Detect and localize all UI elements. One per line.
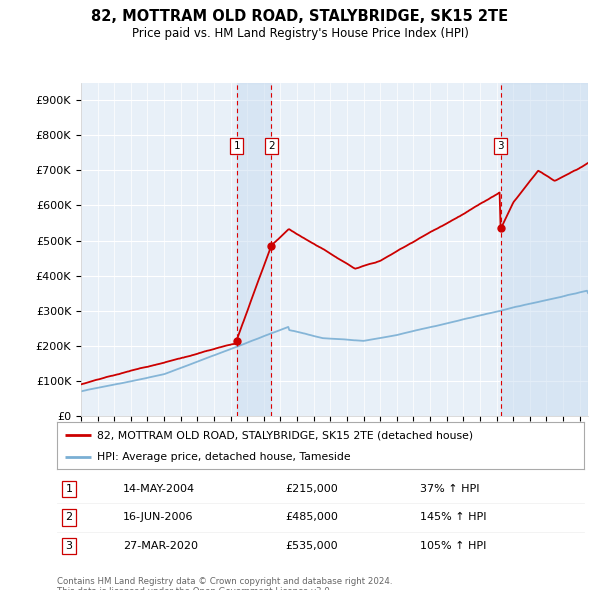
Text: 37% ↑ HPI: 37% ↑ HPI bbox=[420, 484, 479, 494]
Text: 105% ↑ HPI: 105% ↑ HPI bbox=[420, 541, 487, 550]
Text: £215,000: £215,000 bbox=[286, 484, 338, 494]
Text: 16-JUN-2006: 16-JUN-2006 bbox=[123, 513, 193, 522]
Text: 3: 3 bbox=[65, 541, 73, 550]
Text: £485,000: £485,000 bbox=[286, 513, 338, 522]
Text: 2: 2 bbox=[268, 141, 275, 151]
Text: 27-MAR-2020: 27-MAR-2020 bbox=[123, 541, 198, 550]
Text: 82, MOTTRAM OLD ROAD, STALYBRIDGE, SK15 2TE: 82, MOTTRAM OLD ROAD, STALYBRIDGE, SK15 … bbox=[91, 9, 509, 24]
Text: Price paid vs. HM Land Registry's House Price Index (HPI): Price paid vs. HM Land Registry's House … bbox=[131, 27, 469, 40]
Text: Contains HM Land Registry data © Crown copyright and database right 2024.
This d: Contains HM Land Registry data © Crown c… bbox=[57, 577, 392, 590]
Text: £535,000: £535,000 bbox=[286, 541, 338, 550]
Text: 82, MOTTRAM OLD ROAD, STALYBRIDGE, SK15 2TE (detached house): 82, MOTTRAM OLD ROAD, STALYBRIDGE, SK15 … bbox=[97, 430, 473, 440]
Text: 3: 3 bbox=[497, 141, 504, 151]
Text: 14-MAY-2004: 14-MAY-2004 bbox=[123, 484, 195, 494]
Text: HPI: Average price, detached house, Tameside: HPI: Average price, detached house, Tame… bbox=[97, 453, 350, 462]
Text: 1: 1 bbox=[233, 141, 240, 151]
Bar bbox=[237, 83, 271, 416]
Text: 1: 1 bbox=[65, 484, 73, 494]
Text: 2: 2 bbox=[65, 513, 73, 522]
Text: 145% ↑ HPI: 145% ↑ HPI bbox=[420, 513, 487, 522]
Bar bbox=[500, 83, 588, 416]
